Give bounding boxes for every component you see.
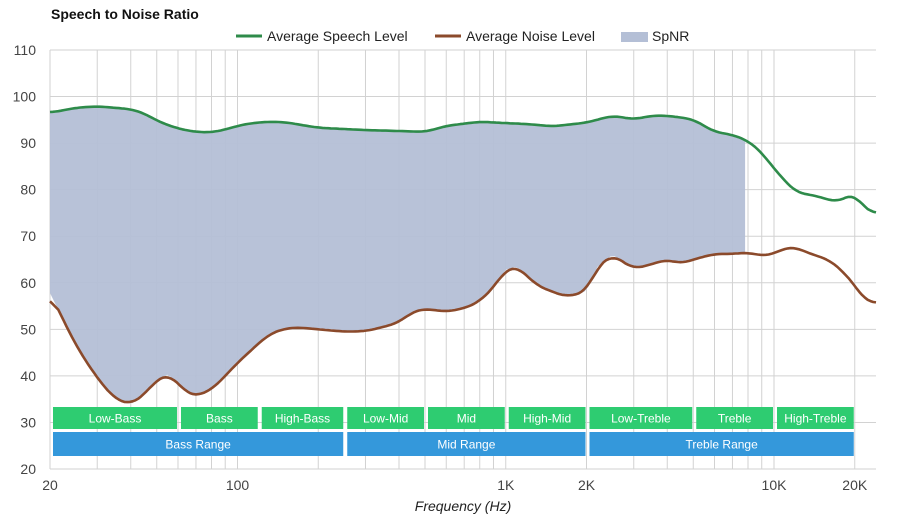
y-tick-label: 30: [20, 414, 36, 430]
range-band: [428, 407, 505, 429]
x-tick-label: 100: [226, 477, 250, 493]
range-band: [53, 407, 177, 429]
spnr-area: [50, 106, 746, 404]
speech-level-line: [49, 105, 877, 214]
y-tick-label: 100: [13, 89, 37, 105]
range-group-band: [589, 432, 854, 456]
x-axis-title: Frequency (Hz): [415, 498, 511, 514]
y-tick-label: 60: [20, 275, 36, 291]
y-tick-label: 80: [20, 182, 36, 198]
range-band-label: Treble: [718, 412, 752, 426]
range-band: [180, 407, 258, 429]
range-band-label: High-Bass: [275, 412, 330, 426]
range-band-label: High-Mid: [523, 412, 571, 426]
range-band: [347, 407, 425, 429]
chart-title: Speech to Noise Ratio: [51, 6, 199, 22]
range-band: [777, 407, 854, 429]
legend-label: Average Speech Level: [267, 28, 408, 44]
noise-level-line: [49, 246, 877, 404]
range-band: [589, 407, 693, 429]
y-tick-label: 40: [20, 368, 36, 384]
range-group-label: Bass Range: [165, 438, 231, 452]
range-group-label: Treble Range: [686, 438, 759, 452]
legend-label: Average Noise Level: [466, 28, 595, 44]
range-band-label: Mid: [457, 412, 476, 426]
x-tick-label: 20K: [842, 477, 868, 493]
range-band-label: Low-Mid: [363, 412, 408, 426]
range-band-label: Low-Bass: [89, 412, 142, 426]
y-tick-label: 90: [20, 135, 36, 151]
x-tick-label: 1K: [497, 477, 515, 493]
range-band: [508, 407, 586, 429]
range-band: [261, 407, 344, 429]
legend-label: SpNR: [652, 28, 689, 44]
x-tick-label: 2K: [578, 477, 596, 493]
range-group-band: [347, 432, 586, 456]
legend-swatch: [621, 32, 648, 42]
range-band: [696, 407, 774, 429]
range-band-label: Bass: [206, 412, 233, 426]
range-group-band: [53, 432, 344, 456]
range-group-label: Mid Range: [437, 438, 495, 452]
range-band-label: High-Treble: [784, 412, 847, 426]
y-tick-label: 20: [20, 461, 36, 477]
range-band-label: Low-Treble: [611, 412, 671, 426]
x-tick-label: 10K: [762, 477, 788, 493]
y-tick-label: 110: [14, 42, 37, 58]
y-tick-label: 70: [20, 228, 36, 244]
y-tick-label: 50: [20, 321, 36, 337]
x-tick-label: 20: [42, 477, 58, 493]
